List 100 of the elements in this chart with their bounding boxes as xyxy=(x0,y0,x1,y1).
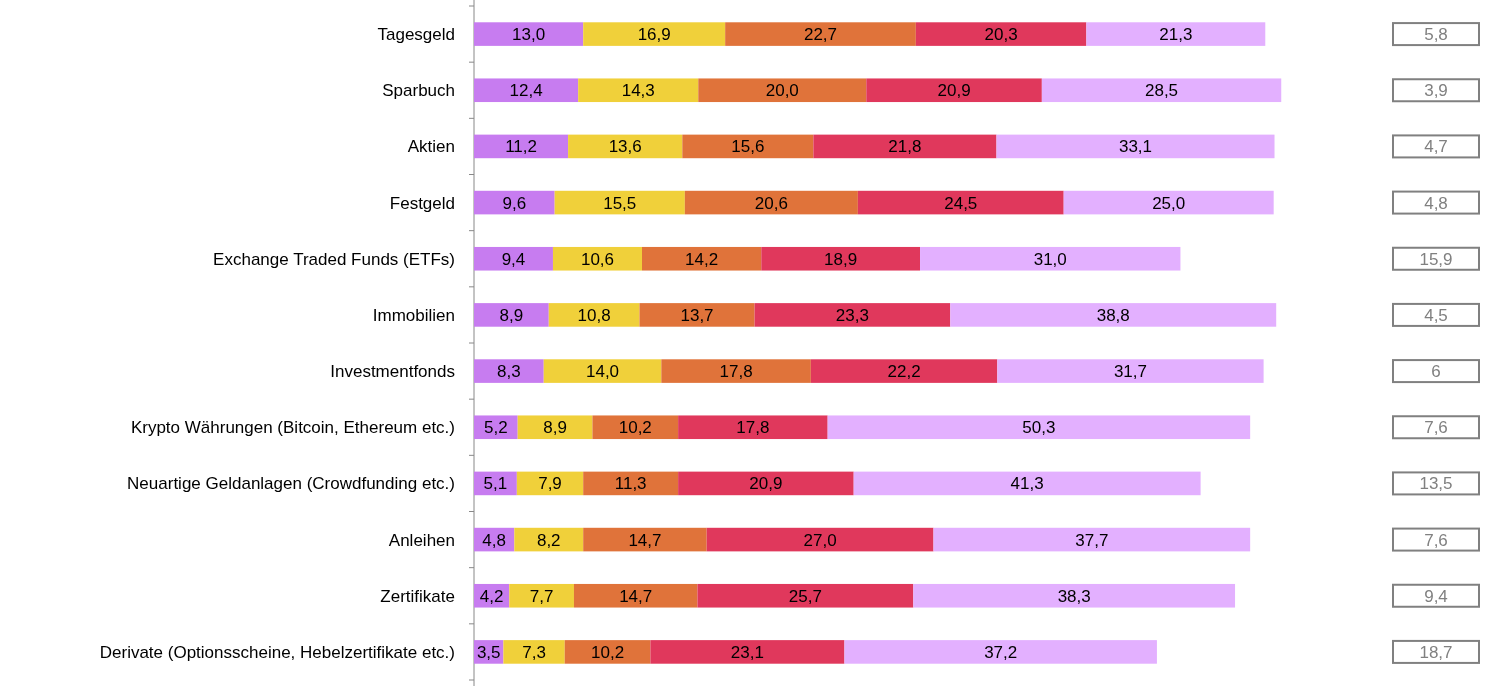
bar xyxy=(1041,78,1282,103)
y-tick-label: Sparbuch xyxy=(382,81,455,101)
bar xyxy=(996,134,1275,159)
text: 13,5 xyxy=(1419,474,1453,494)
bar xyxy=(682,134,814,159)
bar xyxy=(933,527,1251,552)
data-label: 10,6 xyxy=(580,249,615,269)
bar xyxy=(997,359,1264,383)
data-label: 25,7 xyxy=(788,586,822,606)
data-label: 4,2 xyxy=(479,586,504,606)
bar xyxy=(578,78,699,103)
text: 5,8 xyxy=(1424,25,1448,45)
bar xyxy=(706,527,934,552)
bar xyxy=(813,134,997,159)
bar xyxy=(678,471,854,496)
y-tick-label: Neuartige Geldanlagen (Crowdfunding etc.) xyxy=(127,474,455,494)
bar xyxy=(639,303,755,327)
data-label: 11,3 xyxy=(614,474,647,494)
data-label: 20,6 xyxy=(754,193,788,213)
data-label: 37,2 xyxy=(984,642,1018,662)
data-label: 11,2 xyxy=(505,137,537,157)
bar xyxy=(650,640,845,664)
data-label: 14,2 xyxy=(685,249,719,269)
bar xyxy=(543,359,662,383)
data-label: 33,1 xyxy=(1118,137,1153,157)
text: 7,6 xyxy=(1424,530,1448,550)
data-label: 8,9 xyxy=(543,418,567,438)
data-label: 13,6 xyxy=(608,137,642,157)
text: 9,4 xyxy=(1424,586,1448,606)
data-label: 12,4 xyxy=(509,81,543,101)
y-tick-label: Aktien xyxy=(407,137,455,157)
y-tick-label: Exchange Traded Funds (ETFs) xyxy=(213,249,455,269)
data-label: 27,0 xyxy=(803,530,837,550)
data-label: 20,3 xyxy=(984,25,1018,45)
bar xyxy=(920,246,1181,271)
data-label: 8,2 xyxy=(536,530,561,550)
data-label: 5,2 xyxy=(484,418,508,438)
data-label: 4,8 xyxy=(482,530,506,550)
y-tick-label: Anleihen xyxy=(388,530,455,550)
bar xyxy=(866,78,1042,103)
bar xyxy=(827,415,1251,440)
data-label: 14,0 xyxy=(585,362,620,382)
data-label: 20,9 xyxy=(749,474,783,494)
text: 15,9 xyxy=(1419,249,1453,269)
bar xyxy=(564,640,651,664)
data-label: 8,3 xyxy=(497,362,521,382)
data-label: 41,3 xyxy=(1010,474,1044,494)
data-label: 10,2 xyxy=(591,642,625,662)
y-tick-label: Immobilien xyxy=(372,305,455,325)
bar xyxy=(592,415,679,440)
data-label: 15,5 xyxy=(603,193,637,213)
data-label: 14,7 xyxy=(619,586,653,606)
y-tick-label: Krypto Währungen (Bitcoin, Ethereum etc.) xyxy=(130,418,455,438)
data-label: 9,6 xyxy=(502,193,527,213)
text: 4,8 xyxy=(1424,193,1448,213)
y-tick-label: Investmentfonds xyxy=(330,362,455,382)
data-label: 17,8 xyxy=(719,362,753,382)
bar xyxy=(474,303,549,327)
data-label: 3,5 xyxy=(476,642,501,662)
text: 4,5 xyxy=(1424,305,1448,325)
data-label: 24,5 xyxy=(944,193,978,213)
bar xyxy=(844,640,1157,664)
bar xyxy=(474,22,584,46)
bar xyxy=(810,359,998,383)
data-label: 23,3 xyxy=(835,305,869,325)
bar xyxy=(754,303,951,327)
data-label: 31,7 xyxy=(1113,362,1148,382)
bar xyxy=(661,359,811,383)
bar xyxy=(474,190,555,215)
data-label: 14,7 xyxy=(628,530,662,550)
data-label: 17,8 xyxy=(736,418,770,438)
data-label: 7,7 xyxy=(529,586,554,606)
data-label: 21,8 xyxy=(888,137,922,157)
y-tick-label: Festgeld xyxy=(389,193,455,213)
text: 3,9 xyxy=(1424,81,1448,101)
data-label: 20,9 xyxy=(937,81,971,101)
bar xyxy=(583,471,679,496)
bar xyxy=(552,246,642,271)
data-label: 18,9 xyxy=(824,249,858,269)
data-label: 22,7 xyxy=(803,25,838,45)
bar xyxy=(698,78,867,103)
data-label: 31,0 xyxy=(1033,249,1067,269)
data-label: 9,4 xyxy=(501,249,526,269)
bar xyxy=(568,134,683,159)
bar xyxy=(697,583,914,608)
data-label: 50,3 xyxy=(1022,418,1056,438)
data-label: 15,6 xyxy=(731,137,765,157)
data-label: 10,8 xyxy=(577,305,611,325)
data-label: 22,2 xyxy=(887,362,921,382)
data-label: 7,9 xyxy=(538,474,562,494)
text: 7,6 xyxy=(1424,418,1448,438)
bar xyxy=(503,640,565,664)
data-label: 5,1 xyxy=(483,474,508,494)
bar xyxy=(573,583,698,608)
bar xyxy=(554,190,685,215)
bar xyxy=(915,22,1087,46)
data-label: 20,0 xyxy=(765,81,799,101)
y-tick-label: Derivate (Optionsscheine, Hebelzertifikate etc.) xyxy=(99,642,455,662)
data-label: 13,7 xyxy=(680,305,714,325)
data-label: 8,9 xyxy=(499,305,524,325)
